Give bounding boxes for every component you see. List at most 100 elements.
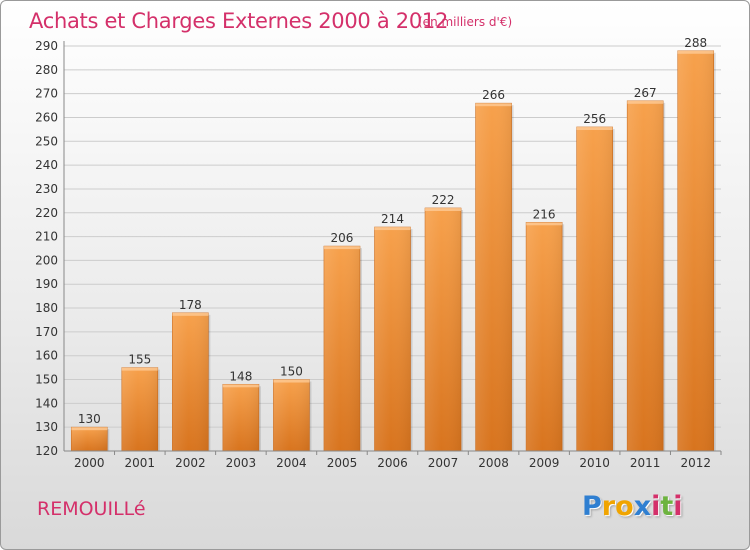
x-tick-label: 2006 xyxy=(377,456,408,470)
bar-top-edge xyxy=(677,50,714,54)
x-tick-label: 2010 xyxy=(579,456,610,470)
bar-shine xyxy=(627,100,664,451)
bar xyxy=(172,312,211,452)
bar xyxy=(273,379,312,452)
y-tick-label: 240 xyxy=(35,158,58,172)
bar xyxy=(323,245,362,452)
y-tick-label: 190 xyxy=(35,277,58,291)
y-tick-label: 210 xyxy=(35,230,58,244)
logo-letter: i xyxy=(673,491,683,522)
y-tick-label: 140 xyxy=(35,396,58,410)
x-tick-label: 2002 xyxy=(175,456,206,470)
x-tick-label: 2007 xyxy=(428,456,459,470)
logo-letter: r xyxy=(601,491,616,522)
data-label: 150 xyxy=(280,365,303,379)
bars xyxy=(70,50,716,452)
bar-top-edge xyxy=(172,312,209,316)
y-tick-label: 120 xyxy=(35,444,58,458)
y-tick-label: 260 xyxy=(35,110,58,124)
bar xyxy=(525,221,565,452)
y-tick-label: 170 xyxy=(35,325,58,339)
data-label: 256 xyxy=(583,112,606,126)
x-tick-label: 2000 xyxy=(74,456,105,470)
bar-shine xyxy=(526,222,563,451)
commune-name: REMOUILLé xyxy=(37,498,146,520)
data-label: 214 xyxy=(381,212,404,226)
bar-top-edge xyxy=(273,379,310,383)
x-tick-label: 2001 xyxy=(125,456,156,470)
data-label: 222 xyxy=(432,193,455,207)
bar-top-edge xyxy=(323,246,360,250)
logo-letter: x xyxy=(633,491,652,522)
bar xyxy=(475,102,514,452)
bar-shine xyxy=(273,379,310,451)
y-tick-label: 230 xyxy=(35,182,58,196)
data-label: 216 xyxy=(533,207,556,221)
bar-top-edge xyxy=(121,367,158,371)
proxiti-logo: Proxiti xyxy=(582,491,683,522)
x-tick-label: 2009 xyxy=(529,456,560,470)
bar xyxy=(374,226,413,452)
bar-shine xyxy=(121,367,158,451)
bar-shine xyxy=(172,312,209,451)
data-label: 155 xyxy=(128,353,151,367)
bar xyxy=(70,426,110,452)
bar-shine xyxy=(323,246,360,451)
bar xyxy=(424,207,464,452)
bar xyxy=(626,100,666,452)
logo-letter: o xyxy=(615,491,634,522)
x-tick-label: 2005 xyxy=(327,456,358,470)
bar-shine xyxy=(677,50,714,451)
logo-letter: i xyxy=(651,491,661,522)
bar xyxy=(677,50,716,452)
data-label: 178 xyxy=(179,298,202,312)
bar-top-edge xyxy=(425,208,462,211)
data-label: 288 xyxy=(684,36,707,50)
logo-letter: t xyxy=(660,491,674,522)
x-tick-label: 2012 xyxy=(680,456,711,470)
bar-top-edge xyxy=(526,222,563,226)
y-tick-label: 160 xyxy=(35,349,58,363)
y-tick-label: 270 xyxy=(35,87,58,101)
bar-shine xyxy=(71,427,108,451)
bar xyxy=(222,383,261,452)
axes xyxy=(63,41,721,452)
data-label: 148 xyxy=(229,369,252,383)
y-tick-label: 250 xyxy=(35,134,58,148)
x-tick-label: 2003 xyxy=(226,456,257,470)
chart-title: Achats et Charges Externes 2000 à 2012 xyxy=(29,9,449,33)
bar-shine xyxy=(374,227,411,451)
y-tick-label: 150 xyxy=(35,373,58,387)
x-axis-ticks: 2000 2001 2002 2003 2004 2005 2006 2007 2008 2009… xyxy=(74,451,722,470)
data-label: 206 xyxy=(331,231,354,245)
x-tick-label: 2004 xyxy=(276,456,307,470)
bar-top-edge xyxy=(627,100,664,104)
bar-top-edge xyxy=(576,127,613,130)
chart-subtitle: (en milliers d'€) xyxy=(418,15,513,29)
y-tick-label: 180 xyxy=(35,301,58,315)
y-tick-label: 290 xyxy=(35,39,58,53)
y-tick-label: 200 xyxy=(35,253,58,267)
bar xyxy=(121,367,160,452)
bar-top-edge xyxy=(374,227,411,231)
data-labels: 130 155 178 148 150 206 214 222 266 216 256 267 288 xyxy=(78,36,707,426)
data-label: 267 xyxy=(634,86,657,100)
data-label: 130 xyxy=(78,412,101,426)
y-tick-label: 280 xyxy=(35,63,58,77)
logo-letter: P xyxy=(582,491,602,522)
bar-shine xyxy=(222,384,259,451)
x-tick-label: 2011 xyxy=(630,456,661,470)
bar-shine xyxy=(576,127,613,451)
y-tick-label: 220 xyxy=(35,206,58,220)
bar-shine xyxy=(425,208,462,451)
bar-top-edge xyxy=(222,384,259,388)
y-tick-label: 130 xyxy=(35,420,58,434)
y-axis-ticks: 120 130 140 150 160 170 180 190 200 210 220 230 240 2… xyxy=(35,39,58,458)
bar-shine xyxy=(475,103,512,452)
bar-top-edge xyxy=(475,103,512,107)
data-label: 266 xyxy=(482,88,505,102)
x-tick-label: 2008 xyxy=(478,456,509,470)
bar-top-edge xyxy=(71,427,108,431)
bar xyxy=(576,126,615,452)
